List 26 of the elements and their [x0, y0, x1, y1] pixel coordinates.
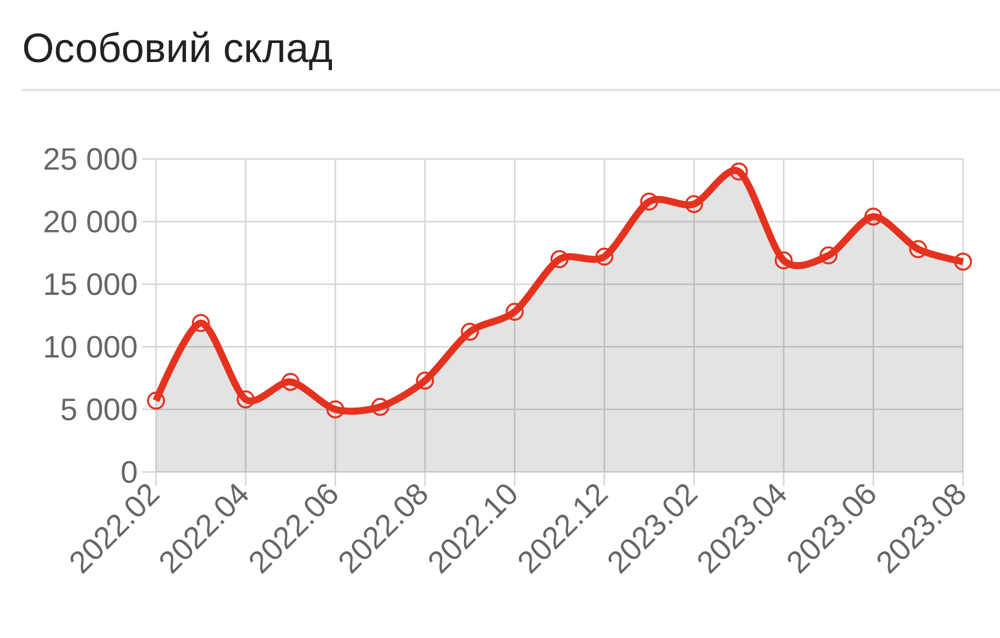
point	[371, 398, 390, 416]
point	[192, 314, 210, 332]
point	[820, 246, 838, 264]
y-tick-label: 10 000	[45, 336, 137, 358]
point	[909, 240, 928, 258]
point	[282, 372, 300, 391]
point	[236, 390, 255, 408]
chart-title: Особовий склад	[24, 32, 332, 70]
y-tick-label: 5 000	[61, 398, 137, 420]
point	[326, 400, 344, 418]
point	[416, 372, 434, 390]
point	[685, 195, 704, 214]
point	[595, 248, 614, 266]
point	[730, 162, 748, 181]
point	[506, 302, 524, 321]
y-tick-label: 15 000	[45, 273, 137, 296]
point	[640, 192, 658, 211]
point	[774, 251, 793, 270]
point	[550, 250, 569, 268]
y-tick-label: 25 000	[44, 148, 137, 170]
point	[147, 392, 165, 410]
point	[954, 252, 972, 271]
y-tick-label: 0	[122, 461, 137, 483]
point	[864, 208, 882, 226]
point	[460, 322, 479, 341]
y-tick-label: 20 000	[44, 210, 137, 233]
